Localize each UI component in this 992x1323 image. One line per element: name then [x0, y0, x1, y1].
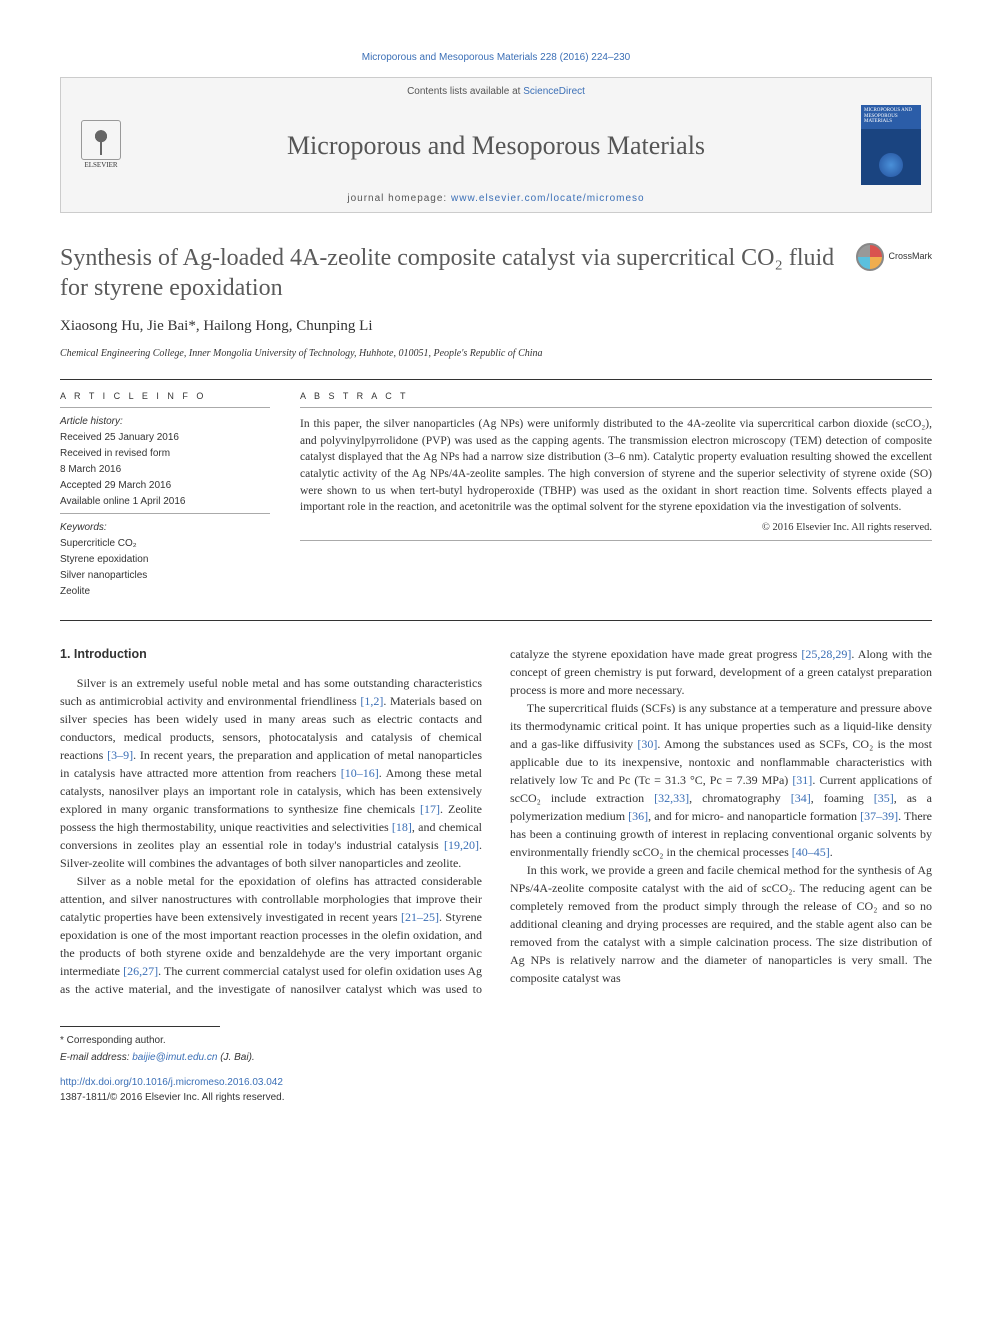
- abstract-block: A B S T R A C T In this paper, the silve…: [300, 390, 932, 601]
- citation-link[interactable]: [19,20]: [444, 838, 479, 852]
- corresponding-email-link[interactable]: baijie@imut.edu.cn: [132, 1052, 217, 1063]
- citation-link[interactable]: [40–45]: [792, 845, 830, 859]
- article-body: 1. Introduction Silver is an extremely u…: [60, 645, 932, 998]
- contents-prefix: Contents lists available at: [407, 86, 523, 97]
- citation-link[interactable]: [10–16]: [341, 766, 379, 780]
- divider: [300, 407, 932, 408]
- body-paragraph: The supercritical fluids (SCFs) is any s…: [510, 699, 932, 861]
- abstract-copyright: © 2016 Elsevier Inc. All rights reserved…: [300, 520, 932, 536]
- text-run: , and for micro- and nanoparticle format…: [648, 809, 860, 823]
- keyword: Silver nanoparticles: [60, 568, 270, 583]
- page-footer: * Corresponding author. E-mail address: …: [60, 1026, 932, 1105]
- history-line: Available online 1 April 2016: [60, 494, 270, 509]
- doi-line: http://dx.doi.org/10.1016/j.micromeso.20…: [60, 1075, 932, 1090]
- sciencedirect-link[interactable]: ScienceDirect: [523, 86, 585, 97]
- journal-homepage-line: journal homepage: www.elsevier.com/locat…: [131, 191, 861, 206]
- text-run: .: [830, 845, 833, 859]
- history-line: Received 25 January 2016: [60, 430, 270, 445]
- citation-link[interactable]: [21–25]: [401, 910, 439, 924]
- affiliation: Chemical Engineering College, Inner Mong…: [60, 346, 932, 361]
- cover-label: MICROPOROUS AND MESOPOROUS MATERIALS: [864, 108, 912, 124]
- publisher-label: ELSEVIER: [84, 160, 117, 171]
- divider: [300, 540, 932, 541]
- citation-link[interactable]: [37–39]: [860, 809, 898, 823]
- article-info-heading: A R T I C L E I N F O: [60, 390, 270, 404]
- journal-cover-thumb: MICROPOROUS AND MESOPOROUS MATERIALS: [861, 105, 921, 185]
- history-line: Received in revised form: [60, 446, 270, 461]
- divider: [60, 513, 270, 514]
- doi-link[interactable]: http://dx.doi.org/10.1016/j.micromeso.20…: [60, 1077, 283, 1088]
- keyword: Supercriticle CO₂: [60, 536, 270, 551]
- abstract-heading: A B S T R A C T: [300, 390, 932, 404]
- abstract-text: In this paper, the silver nanoparticles …: [300, 416, 932, 516]
- citation-link[interactable]: [36]: [628, 809, 648, 823]
- article-info-block: A R T I C L E I N F O Article history: R…: [60, 390, 270, 601]
- citation-link[interactable]: [3–9]: [107, 748, 133, 762]
- section-heading: 1. Introduction: [60, 645, 482, 664]
- issn-copyright-line: 1387-1811/© 2016 Elsevier Inc. All right…: [60, 1090, 932, 1105]
- author-list: Xiaosong Hu, Jie Bai*, Hailong Hong, Chu…: [60, 315, 932, 338]
- citation-link[interactable]: [34]: [791, 791, 811, 805]
- history-line: Accepted 29 March 2016: [60, 478, 270, 493]
- article-title: Synthesis of Ag-loaded 4A-zeolite compos…: [60, 243, 836, 303]
- email-line: E-mail address: baijie@imut.edu.cn (J. B…: [60, 1050, 932, 1065]
- citation-link[interactable]: [35]: [874, 791, 894, 805]
- corresponding-author-note: * Corresponding author.: [60, 1033, 932, 1048]
- keywords-heading: Keywords:: [60, 520, 270, 535]
- divider: [60, 1026, 220, 1027]
- elsevier-logo: ELSEVIER: [71, 120, 131, 171]
- homepage-prefix: journal homepage:: [347, 193, 451, 204]
- body-paragraph: Silver is an extremely useful noble meta…: [60, 674, 482, 872]
- keyword: Zeolite: [60, 584, 270, 599]
- citation-link[interactable]: [18]: [392, 820, 412, 834]
- history-heading: Article history:: [60, 414, 270, 429]
- contents-line: Contents lists available at ScienceDirec…: [131, 84, 861, 99]
- citation-link[interactable]: [31]: [792, 773, 812, 787]
- keyword: Styrene epoxidation: [60, 552, 270, 567]
- email-suffix: (J. Bai).: [217, 1052, 254, 1063]
- history-line: 8 March 2016: [60, 462, 270, 477]
- text-run: , chromatography: [689, 791, 791, 805]
- crossmark-icon: [856, 243, 884, 271]
- citation-link[interactable]: [17]: [420, 802, 440, 816]
- citation-link[interactable]: [26,27]: [123, 964, 158, 978]
- text-run: , foaming: [811, 791, 874, 805]
- journal-banner: Contents lists available at ScienceDirec…: [60, 77, 932, 213]
- divider: [60, 379, 932, 380]
- citation-link[interactable]: [25,28,29]: [801, 647, 851, 661]
- crossmark-widget[interactable]: CrossMark: [856, 243, 932, 271]
- citation-link[interactable]: [32,33]: [654, 791, 689, 805]
- divider: [60, 620, 932, 621]
- divider: [60, 407, 270, 408]
- elsevier-tree-icon: [81, 120, 121, 160]
- email-label: E-mail address:: [60, 1052, 132, 1063]
- journal-homepage-link[interactable]: www.elsevier.com/locate/micromeso: [451, 193, 645, 204]
- body-paragraph: In this work, we provide a green and fac…: [510, 861, 932, 987]
- crossmark-label: CrossMark: [888, 250, 932, 264]
- citation-link[interactable]: [30]: [637, 737, 657, 751]
- journal-name: Microporous and Mesoporous Materials: [131, 126, 861, 165]
- citation-link[interactable]: [1,2]: [360, 694, 383, 708]
- header-citation: Microporous and Mesoporous Materials 228…: [60, 50, 932, 65]
